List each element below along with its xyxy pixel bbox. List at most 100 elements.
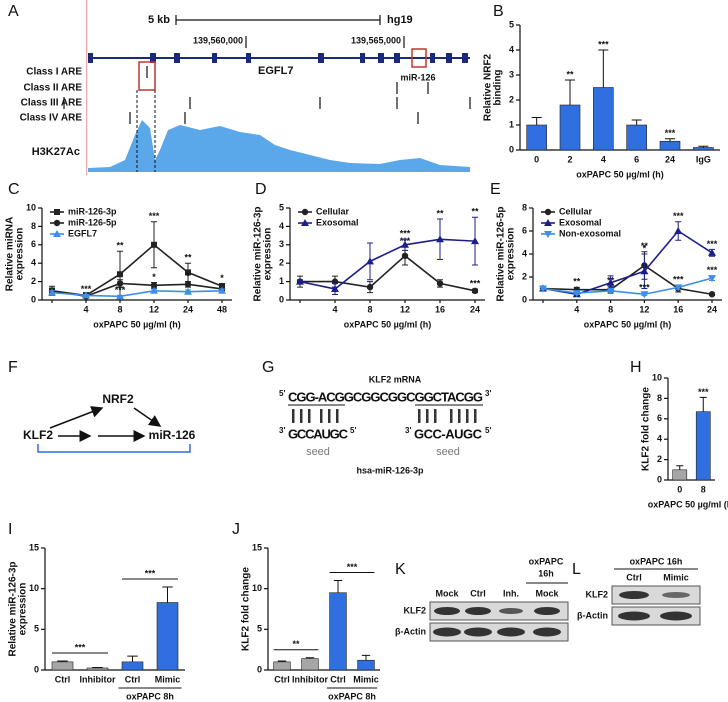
- y-tick-label: 8: [657, 393, 662, 403]
- bar: [156, 602, 179, 671]
- track-label: Class II ARE: [23, 83, 82, 94]
- point: [218, 286, 226, 294]
- site-sequence: GCC-AUGC: [414, 426, 483, 441]
- panel-k: K oxPAPC 16h Mock Ctrl Inh. Mock KLF2 β-…: [395, 556, 569, 642]
- are-sites: [63, 66, 471, 124]
- x-tick-label: 24: [665, 154, 675, 164]
- significance: **: [184, 253, 192, 263]
- bar: [86, 667, 109, 671]
- significance: ***: [149, 211, 160, 221]
- error-bar: [665, 138, 675, 142]
- y-tick-label: 10: [26, 202, 36, 212]
- x-tick-label: 4: [601, 154, 606, 164]
- prime: 3': [485, 389, 491, 398]
- point: [366, 257, 374, 265]
- row-label: β-Actin: [395, 626, 426, 636]
- error-bar: [699, 396, 707, 412]
- y-tick-label: 10: [29, 583, 39, 593]
- x-tick-label: 12: [149, 304, 159, 314]
- legend-label: Exosomal: [316, 217, 359, 227]
- significance: *: [186, 271, 190, 281]
- blot: [611, 585, 701, 605]
- y-axis-label: Relative miRNA: [5, 217, 16, 291]
- lane-label: Mock: [435, 588, 459, 598]
- significance: ***: [598, 39, 609, 49]
- node: miR-126: [149, 428, 196, 442]
- site-sequence: GCCAUGC: [288, 426, 349, 441]
- y-axis-label: expression: [18, 583, 29, 636]
- y-tick-label: 4: [279, 221, 284, 231]
- y-tick-label: 10: [252, 583, 262, 593]
- x-tick-label: 12: [400, 304, 410, 314]
- coord-label: 139,565,000: [351, 35, 401, 45]
- legend-marker: [301, 208, 309, 216]
- error-bar: [598, 49, 609, 88]
- comparison-label: ***: [347, 562, 358, 572]
- significance: ***: [470, 278, 481, 288]
- track-label: Class IV ARE: [20, 113, 83, 124]
- significance: **: [641, 241, 649, 251]
- y-tick-label: 0: [657, 474, 662, 484]
- y-axis-label: Relative NRF2: [483, 53, 494, 121]
- x-tick-label: Mimic: [155, 674, 181, 684]
- bar: [273, 661, 291, 671]
- legend-marker: [544, 231, 552, 238]
- x-tick-label: Ctrl: [330, 674, 346, 684]
- point: [48, 288, 56, 296]
- bands: [433, 607, 561, 637]
- x-tick-label: Ctrl: [125, 674, 141, 684]
- point: [606, 287, 615, 295]
- x-axis-label: oxPAPC 50 µg/ml (h): [648, 499, 728, 509]
- significance: ***: [707, 239, 718, 249]
- y-axis-label: Relative miR-126-5p: [496, 206, 507, 301]
- significance: *: [220, 273, 224, 283]
- mirna-box: [411, 48, 427, 68]
- gene-label: EGFL7: [258, 65, 293, 77]
- significance: **: [573, 277, 581, 287]
- point: [436, 280, 444, 287]
- panel-letter: K: [395, 561, 406, 578]
- error-bar: [676, 465, 684, 470]
- significance: **: [116, 241, 124, 251]
- error-bar: [277, 660, 287, 662]
- y-tick-label: 5: [257, 624, 262, 634]
- y-tick-label: 15: [29, 542, 39, 552]
- panel-letter: E: [490, 181, 501, 198]
- lane-label: Ctrl: [626, 572, 642, 582]
- x-tick-label: 16: [435, 304, 445, 314]
- x-tick-label: 4: [574, 304, 579, 314]
- point: [708, 275, 716, 283]
- mrna-title: KLF2 mRNA: [369, 374, 422, 384]
- x-tick-label: 8: [117, 304, 122, 314]
- y-tick-label: 5: [279, 202, 284, 212]
- comparison-label: **: [292, 639, 300, 649]
- legend-label: miR-126-3p: [68, 206, 117, 216]
- arrow: [49, 406, 104, 429]
- mrna-sequence: CGG-ACGGCGGCGGCGGCTACGG: [288, 389, 483, 404]
- error-bar: [57, 660, 68, 662]
- bar: [693, 147, 714, 151]
- point: [185, 269, 191, 276]
- blot-header: 16h: [538, 568, 554, 578]
- y-tick-label: 0: [509, 144, 514, 154]
- lane-label: Inh.: [503, 588, 519, 598]
- y-tick-label: 0: [522, 294, 527, 304]
- panel-letter: I: [8, 521, 12, 538]
- x-tick-label: 6: [634, 154, 639, 164]
- assembly-label: hg19: [387, 14, 413, 26]
- series-line: [542, 264, 713, 296]
- lane-label: Ctrl: [470, 588, 486, 598]
- point: [82, 291, 90, 299]
- x-tick-label: 24: [707, 304, 717, 314]
- y-tick-label: 5: [509, 19, 514, 29]
- bar: [301, 658, 319, 671]
- y-tick-label: 4: [522, 248, 527, 258]
- point: [640, 291, 649, 299]
- point: [401, 240, 409, 248]
- significance: ***: [639, 282, 650, 292]
- bands: [618, 591, 692, 621]
- bar: [659, 140, 681, 151]
- bar: [695, 411, 711, 481]
- x-tick-label: 12: [639, 304, 649, 314]
- x-tick-label: IgG: [696, 154, 711, 164]
